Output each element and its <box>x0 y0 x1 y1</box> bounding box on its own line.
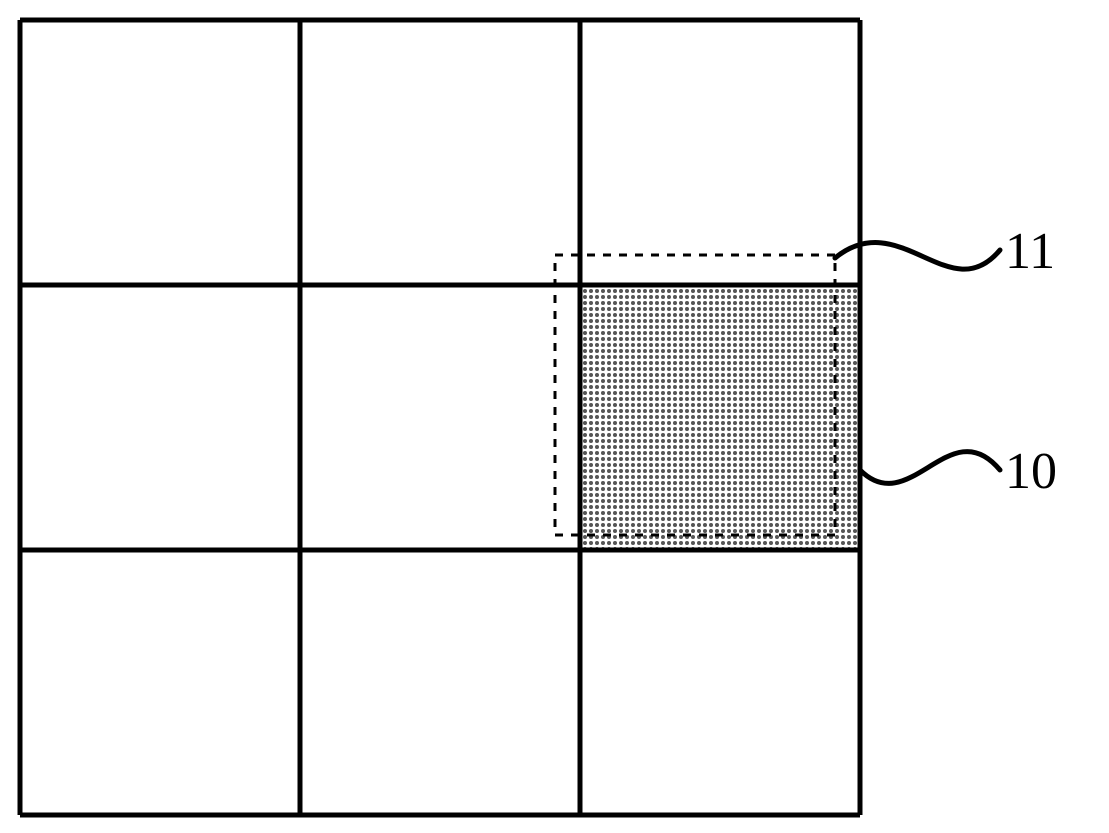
callout-label: 11 <box>1005 223 1055 280</box>
grid <box>20 20 860 815</box>
shaded-cell <box>580 285 860 550</box>
callout-10: 10 <box>860 443 1057 500</box>
callout-leader <box>860 452 1000 484</box>
callout-label: 10 <box>1005 443 1057 500</box>
callout-11: 11 <box>835 223 1055 280</box>
